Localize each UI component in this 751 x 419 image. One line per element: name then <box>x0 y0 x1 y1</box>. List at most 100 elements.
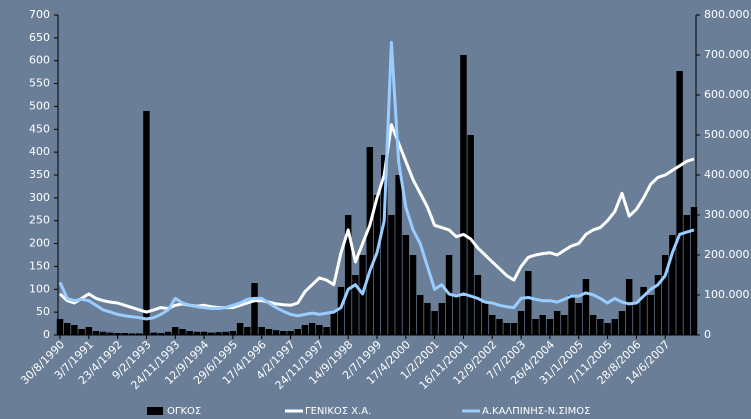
bar <box>56 319 64 335</box>
bar <box>85 327 93 335</box>
bar <box>388 215 395 335</box>
bar <box>690 207 698 335</box>
bar <box>604 323 611 335</box>
legend-swatch <box>147 407 163 415</box>
bar <box>121 333 129 335</box>
bar <box>589 315 597 335</box>
bar <box>654 275 662 335</box>
bar <box>539 315 546 335</box>
bar <box>294 329 301 335</box>
bar <box>474 275 482 335</box>
bar <box>99 331 107 335</box>
bar <box>510 323 518 335</box>
bar <box>71 325 78 335</box>
y2-tick-label: 600.000 <box>704 88 750 101</box>
bar <box>575 303 582 335</box>
y2-tick-label: 0 <box>704 328 711 341</box>
bar <box>330 311 338 335</box>
bar <box>337 287 345 335</box>
y-tick-label: 650 <box>29 31 50 44</box>
bar <box>316 325 323 335</box>
y-tick-label: 300 <box>29 191 50 204</box>
bar <box>272 330 280 335</box>
bar <box>301 325 309 335</box>
bar <box>366 147 374 335</box>
bar <box>186 331 193 335</box>
bar <box>546 319 554 335</box>
y2-tick-label: 300.000 <box>704 208 750 221</box>
bar <box>215 332 222 335</box>
y2-tick-label: 500.000 <box>704 128 750 141</box>
bar <box>193 331 201 335</box>
bar <box>633 303 640 335</box>
bar <box>503 323 510 335</box>
y2-tick-label: 200.000 <box>704 248 750 261</box>
bar <box>402 235 410 335</box>
bar <box>553 311 561 335</box>
bar <box>236 323 244 335</box>
bar <box>92 331 100 335</box>
bar <box>63 323 71 335</box>
bar <box>344 215 352 335</box>
bar <box>683 215 691 335</box>
y-tick-label: 100 <box>29 282 50 295</box>
y2-tick-label: 100.000 <box>704 288 750 301</box>
y-tick-label: 150 <box>29 259 50 272</box>
bar <box>582 279 590 335</box>
bar <box>460 55 467 335</box>
legend-label: Α.ΚΑΛΠΙΝΗΣ-Ν.ΣΙΜΟΣ <box>482 406 590 417</box>
legend-label: ΓΕΝΙΚΟΣ Χ.Α. <box>305 406 371 417</box>
bar <box>489 315 496 335</box>
line <box>58 40 695 321</box>
bar <box>618 311 626 335</box>
y-tick-label: 350 <box>29 168 50 181</box>
bar <box>143 111 150 335</box>
bar <box>136 333 143 335</box>
y2-tick-label: 800.000 <box>704 8 750 21</box>
bar <box>532 319 539 335</box>
bar <box>561 315 568 335</box>
y-tick-label: 250 <box>29 214 50 227</box>
bar <box>431 311 438 335</box>
bar <box>467 135 474 335</box>
bar <box>164 331 172 335</box>
y2-tick-label: 700.000 <box>704 48 750 61</box>
bar <box>409 255 417 335</box>
bar <box>647 295 655 335</box>
bar <box>438 303 446 335</box>
bar <box>150 332 157 335</box>
bar <box>395 175 402 335</box>
bar <box>280 331 287 335</box>
bar <box>229 331 237 335</box>
bar <box>496 319 503 335</box>
bar <box>308 323 316 335</box>
bar <box>222 331 229 335</box>
legend-label: ΟΓΚΟΣ <box>167 406 201 417</box>
bar <box>352 275 359 335</box>
bar <box>179 329 186 335</box>
bar <box>380 155 388 335</box>
bar <box>208 332 215 335</box>
bar <box>200 331 208 335</box>
bar <box>676 71 683 335</box>
bar <box>172 327 179 335</box>
y-tick-label: 550 <box>29 77 50 90</box>
y-tick-label: 500 <box>29 99 50 112</box>
bar <box>323 327 330 335</box>
bar <box>258 327 265 335</box>
bar <box>114 333 121 335</box>
y-tick-label: 50 <box>36 305 50 318</box>
bar <box>640 287 647 335</box>
bar <box>265 329 273 335</box>
bar <box>661 255 669 335</box>
y-tick-label: 700 <box>29 8 50 21</box>
bar <box>517 311 525 335</box>
bar <box>525 271 532 335</box>
y-tick-label: 450 <box>29 122 50 135</box>
bar <box>568 295 575 335</box>
y-tick-label: 0 <box>43 328 50 341</box>
bar <box>669 235 676 335</box>
bar <box>287 331 294 335</box>
bar <box>107 332 114 335</box>
